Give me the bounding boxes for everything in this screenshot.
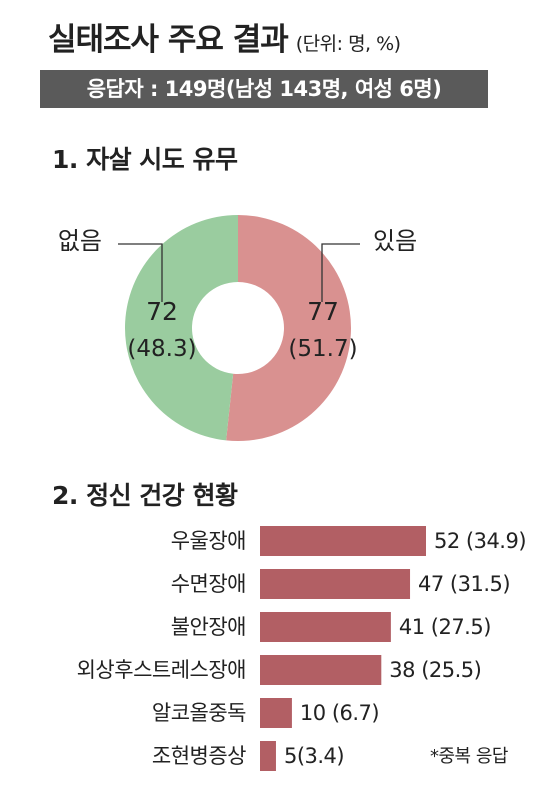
bar-value-label: 47 (31.5) [418,572,510,596]
bar-category-label: 알코올중독 [152,701,246,725]
bar-category-label: 조현병증상 [152,744,246,768]
page-title: 실태조사 주요 결과 [48,22,289,58]
bar [260,569,411,599]
donut-slice-no [125,215,238,441]
bar [260,741,276,771]
respondents-banner: 응답자 : 149명(남성 143명, 여성 6명) [40,70,488,108]
section-title-suicide-attempt: 1. 자살 시도 유무 [52,145,238,174]
bar [260,698,292,728]
bar [260,655,382,685]
bar-category-label: 불안장애 [171,615,246,639]
footnote: *중복 응답 [430,746,508,767]
bar-value-label: 10 (6.7) [300,701,379,725]
slice-category-label: 있음 [373,227,417,255]
leader-line [118,243,163,302]
slice-value-label: 72 [146,297,178,326]
donut-slice-yes [226,215,351,442]
slice-category-label: 없음 [58,227,102,255]
bar [260,526,426,556]
unit-label: (단위: 명, %) [295,33,401,55]
section-title-mental-health: 2. 정신 건강 현황 [52,481,238,510]
bar [260,612,391,642]
bar-category-label: 수면장애 [171,572,246,596]
bar-value-label: 52 (34.9) [434,529,526,553]
bar-value-label: 41 (27.5) [399,615,491,639]
leader-line [321,243,360,302]
bar-value-label: 5(3.4) [284,744,344,768]
bar-value-label: 38 (25.5) [389,658,481,682]
bar-category-label: 우울장애 [171,529,246,553]
chart-header: 실태조사 주요 결과 (단위: 명, %) [48,14,401,59]
slice-percent-label: (48.3) [127,336,196,362]
slice-value-label: 77 [307,297,339,326]
slice-percent-label: (51.7) [288,336,357,362]
bar-category-label: 외상후스트레스장애 [77,658,246,682]
